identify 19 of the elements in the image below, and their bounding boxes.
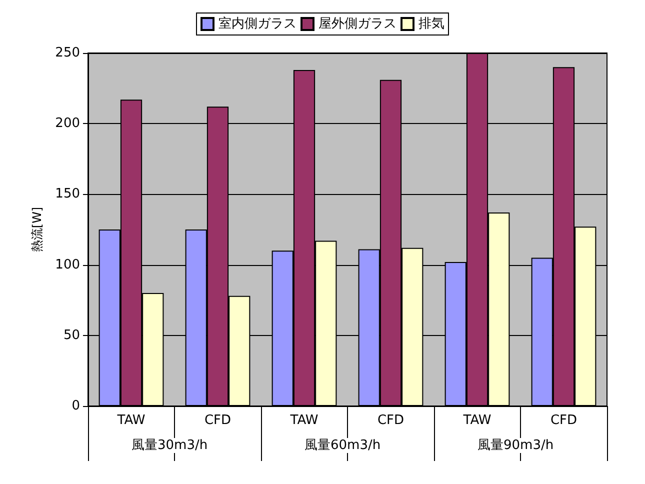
y-tick-label: 250 — [55, 46, 80, 60]
legend-label: 屋外側ガラス — [318, 16, 396, 32]
x-tick-label: TAW — [289, 413, 318, 428]
text: 風量60m3/h — [304, 438, 381, 453]
y-tick-label: 0 — [72, 398, 80, 414]
x-tick-label: CFD — [204, 413, 232, 428]
legend-label: 室内側ガラス — [218, 16, 296, 32]
y-tick-label: 200 — [55, 116, 80, 132]
legend-label: 排気 — [418, 16, 444, 32]
y-tick-label: 150 — [55, 186, 80, 202]
text: 風量30m3/h — [132, 438, 208, 453]
x-tick-label: TAW — [462, 413, 492, 428]
y-axis-title: 熱流[W] — [30, 206, 44, 252]
y-tick-label: 50 — [63, 328, 80, 343]
text: 風量90m3/h — [478, 438, 554, 453]
x-tick-label: TAW — [116, 413, 146, 428]
x-tick-label: CFD — [377, 413, 404, 428]
y-tick-label: 100 — [55, 257, 80, 272]
x-tick-label: CFD — [550, 413, 578, 428]
